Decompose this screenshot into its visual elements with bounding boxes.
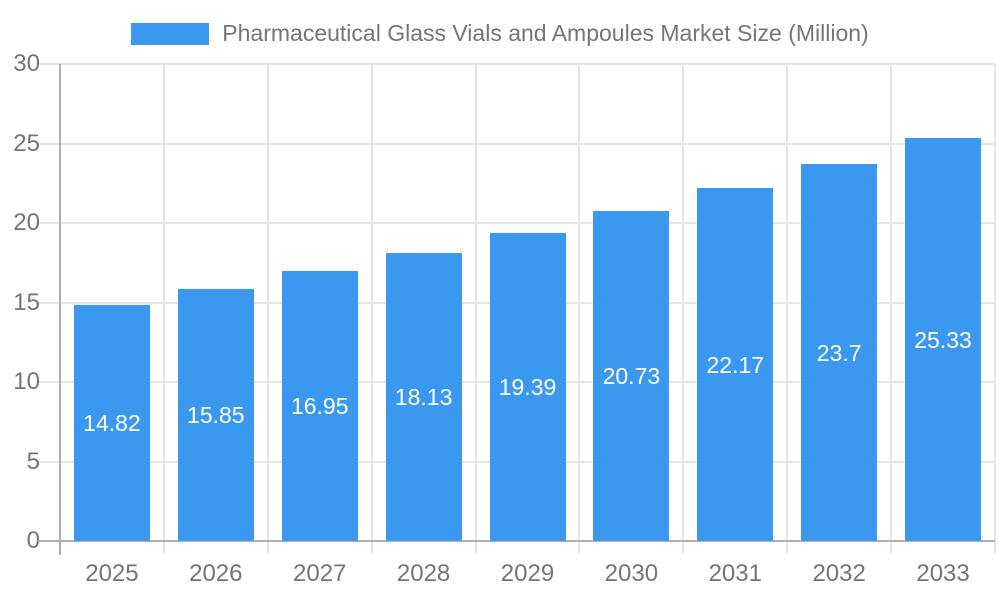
y-axis-tick-label: 30	[13, 50, 40, 77]
legend-swatch-icon	[131, 22, 210, 45]
bar-value-label: 25.33	[914, 326, 972, 353]
gridline-vertical	[578, 64, 581, 553]
gridline-vertical	[474, 64, 477, 553]
gridline-vertical	[162, 64, 165, 553]
bar-value-label: 16.95	[290, 393, 349, 419]
x-axis-tick-label: 2030	[604, 560, 659, 587]
y-axis-tick-label: 0	[26, 527, 40, 554]
x-axis-tick-label: 2026	[189, 560, 243, 587]
y-axis-tick-label: 15	[13, 288, 40, 316]
gridline-horizontal	[38, 63, 995, 65]
legend-item[interactable]: Pharmaceutical Glass Vials and Ampoules …	[0, 20, 1000, 47]
bar-value-label: 22.17	[706, 351, 765, 378]
bar-value-label: 23.7	[816, 339, 862, 366]
x-axis-tick-label: 2029	[500, 560, 555, 587]
gridline-vertical	[786, 64, 789, 553]
x-axis-tick-label: 2027	[293, 560, 347, 587]
x-axis-tick-label: 2025	[85, 560, 139, 587]
bar[interactable]	[905, 138, 982, 541]
gridline-vertical	[370, 64, 373, 553]
bar[interactable]	[801, 164, 878, 541]
bar[interactable]	[697, 188, 774, 541]
y-axis-tick-label: 5	[26, 447, 40, 475]
bar[interactable]	[73, 305, 150, 541]
x-axis-baseline	[38, 540, 995, 542]
y-axis-tick-label: 25	[13, 129, 40, 157]
x-axis-tick-label: 2031	[708, 560, 762, 587]
bar[interactable]	[385, 253, 462, 541]
bar[interactable]	[281, 271, 358, 541]
gridline-vertical	[266, 64, 269, 553]
bar[interactable]	[489, 233, 566, 541]
gridline-vertical	[994, 64, 996, 553]
bar[interactable]	[177, 289, 254, 541]
y-axis-tick-label: 10	[13, 368, 40, 395]
gridline-vertical	[890, 64, 893, 553]
legend-label: Pharmaceutical Glass Vials and Ampoules …	[222, 20, 869, 46]
y-axis-tick-label: 20	[13, 209, 40, 236]
bar[interactable]	[593, 211, 670, 541]
gridline-horizontal	[38, 142, 995, 145]
x-axis-tick-label: 2028	[396, 560, 451, 587]
bar-value-label: 14.82	[83, 410, 141, 436]
x-axis-tick-label: 2033	[916, 560, 970, 587]
bar-value-label: 19.39	[498, 374, 557, 400]
gridline-vertical	[682, 64, 685, 553]
bar-value-label: 18.13	[394, 384, 453, 410]
bar-value-label: 15.85	[187, 402, 245, 428]
y-axis-line	[59, 64, 61, 555]
bar-value-label: 20.73	[602, 363, 661, 389]
gridline-horizontal	[38, 222, 995, 224]
x-axis-tick-label: 2032	[812, 560, 866, 587]
